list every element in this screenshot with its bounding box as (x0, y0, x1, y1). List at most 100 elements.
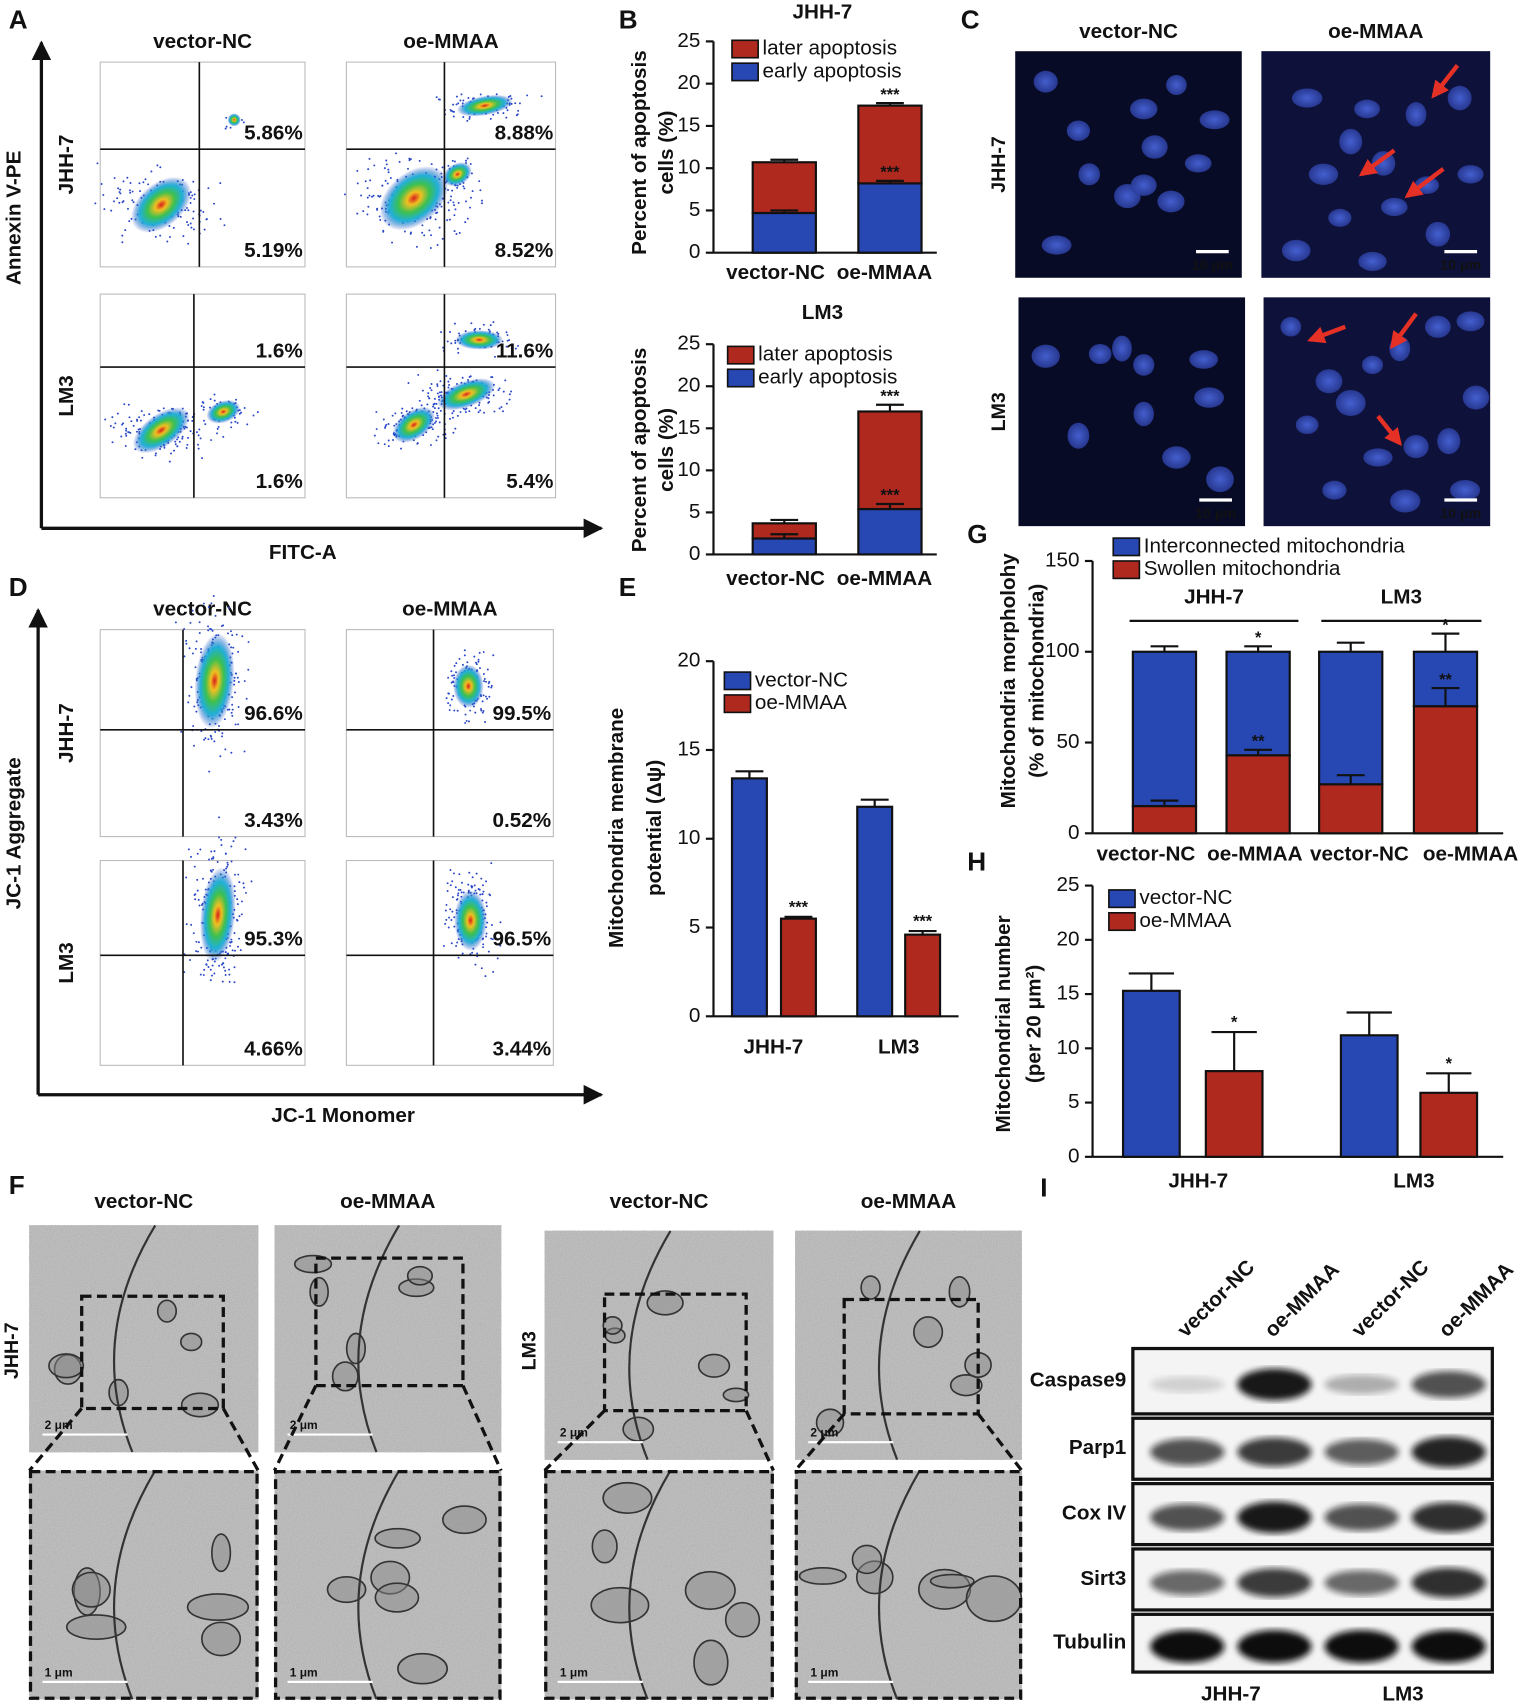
event-dot (236, 945, 239, 948)
y-tick-label: 25 (677, 332, 700, 355)
nucleus (1280, 317, 1302, 337)
event-dot (467, 883, 470, 886)
nucleus (1041, 235, 1072, 255)
event-dot (487, 328, 490, 331)
event-dot (446, 340, 449, 343)
event-dot (391, 241, 394, 244)
mitochondrion (180, 1332, 203, 1352)
row-label: LM3 (519, 1331, 541, 1370)
column-header: oe-MMAA (1328, 20, 1423, 43)
legend-swatch (1112, 537, 1141, 557)
event-dot (202, 974, 205, 977)
blot-band (1237, 1630, 1312, 1663)
zoom-connector (744, 1409, 775, 1472)
zoom-connector (461, 1384, 503, 1472)
nucleus (1335, 390, 1366, 417)
event-dot (439, 409, 442, 412)
event-dot (460, 891, 463, 894)
event-dot (433, 175, 436, 178)
y-axis-label: Annexin V-PE (3, 151, 26, 286)
significance: ** (1439, 671, 1452, 689)
event-dot (368, 194, 371, 197)
event-dot (199, 973, 202, 976)
event-dot (207, 187, 210, 190)
nucleus (1166, 74, 1187, 96)
event-dot (480, 199, 483, 202)
nucleus (1457, 165, 1484, 184)
zoom-frame (794, 1469, 1023, 1700)
event-dot (479, 189, 482, 192)
density-blob (392, 406, 436, 443)
event-dot (148, 413, 151, 416)
event-dot (219, 182, 222, 185)
event-dot (100, 183, 103, 185)
event-dot (449, 704, 452, 707)
event-dot (432, 410, 435, 413)
event-dot (457, 956, 460, 959)
event-dot (197, 434, 200, 437)
event-dot (235, 633, 238, 636)
event-dot (210, 628, 213, 631)
event-dot (208, 858, 211, 861)
bar (1204, 1070, 1264, 1158)
scale-bar-label: 2 μm (560, 1426, 588, 1440)
event-dot (375, 410, 378, 413)
event-dot (459, 99, 462, 102)
event-dot (189, 430, 192, 433)
event-dot (204, 737, 207, 740)
event-dot (464, 411, 467, 414)
nucleus (1315, 369, 1343, 394)
event-dot (447, 386, 450, 389)
event-dot (440, 391, 443, 394)
event-dot (189, 621, 192, 624)
density-blob (227, 113, 241, 127)
event-dot (343, 193, 346, 196)
event-dot (466, 119, 469, 122)
event-dot (230, 845, 233, 848)
event-dot (482, 651, 485, 654)
x-tick-label: vector-NC (726, 261, 825, 284)
event-dot (252, 414, 255, 417)
y-tick-label: 25 (1056, 873, 1079, 896)
nucleus (1189, 350, 1218, 369)
event-dot (448, 383, 451, 386)
event-dot (132, 201, 135, 204)
event-dot (438, 421, 441, 424)
event-dot (481, 893, 484, 896)
event-dot (356, 212, 359, 215)
nucleus (1130, 98, 1158, 120)
event-dot (193, 894, 196, 896)
event-dot (198, 428, 201, 431)
event-dot (453, 322, 456, 325)
event-dot (458, 657, 461, 660)
chart-title: JHH-7 (793, 1, 853, 24)
event-dot (508, 339, 511, 342)
event-dot (236, 676, 239, 679)
event-dot (210, 974, 213, 977)
event-dot (450, 919, 453, 921)
event-dot (435, 420, 438, 423)
event-dot (124, 444, 127, 447)
event-dot (489, 324, 492, 327)
event-dot (484, 695, 487, 698)
event-dot (449, 908, 452, 911)
event-dot (187, 848, 190, 851)
bar-segment (1225, 754, 1291, 835)
event-dot (459, 411, 462, 414)
event-dot (232, 646, 235, 649)
event-dot (196, 852, 199, 855)
event-dot (240, 118, 243, 121)
quadrant-percent: 4.66% (244, 1038, 303, 1061)
event-dot (218, 836, 221, 839)
blot-band (1324, 1439, 1399, 1465)
y-tick-label: 15 (677, 737, 700, 760)
event-dot (490, 376, 493, 379)
event-dot (450, 698, 453, 701)
y-axis-label: cells (%) (655, 111, 678, 195)
event-dot (247, 641, 250, 644)
bar-segment (857, 410, 923, 511)
event-dot (386, 182, 389, 185)
event-dot (156, 164, 159, 167)
mitochondrion (724, 1601, 761, 1638)
event-dot (237, 723, 240, 726)
